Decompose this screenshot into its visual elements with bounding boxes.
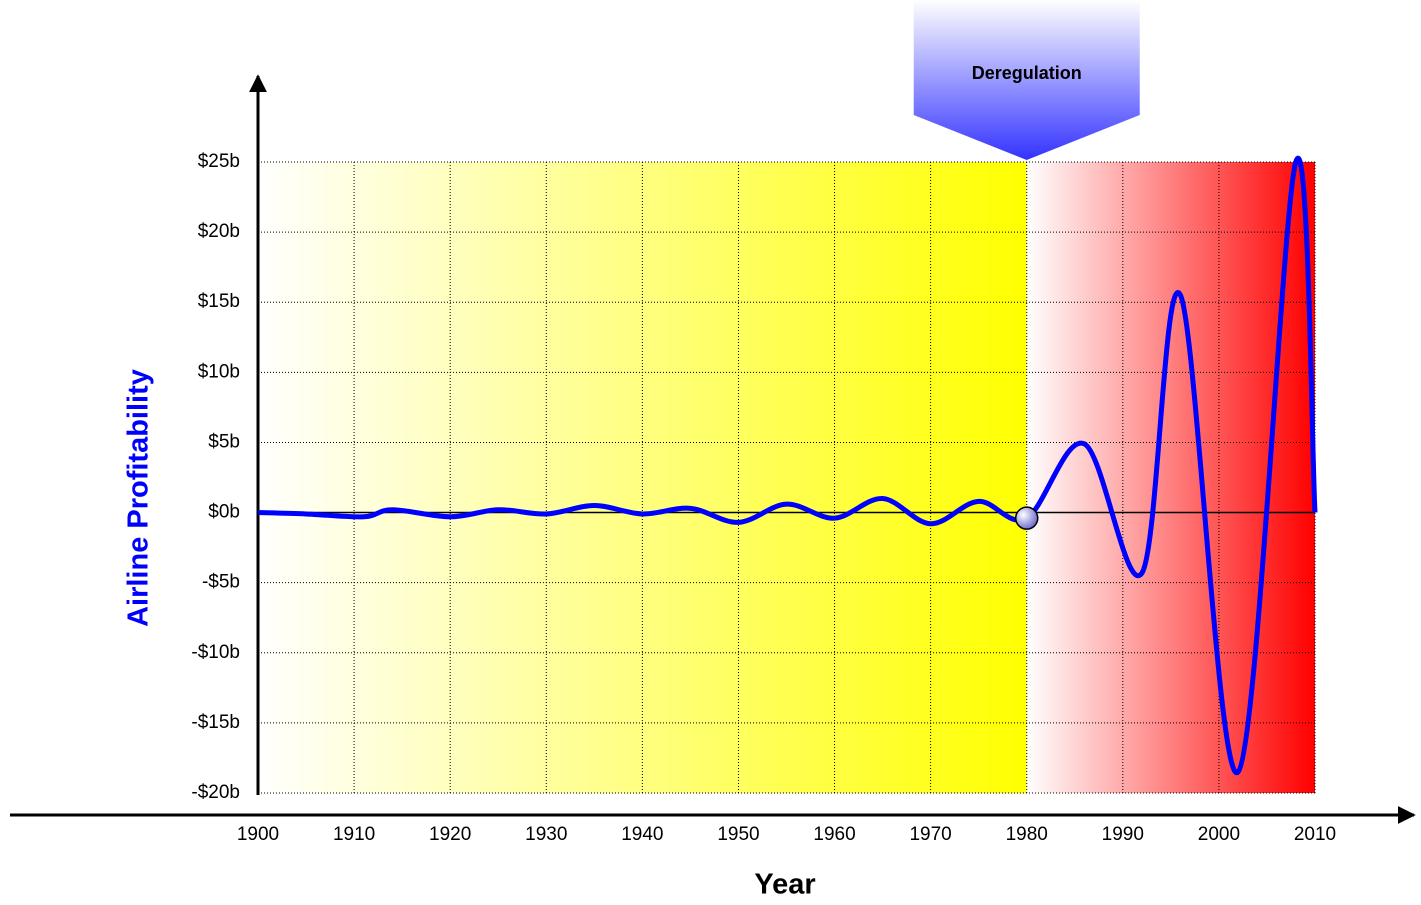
- annotation-arrow: [913, 0, 1140, 160]
- y-tick-label: $0b: [208, 502, 240, 523]
- y-tick-label: -$15b: [191, 712, 240, 733]
- y-tick-label: $20b: [198, 221, 240, 242]
- y-tick-label: -$10b: [191, 642, 240, 663]
- highlight-marker: [1014, 506, 1039, 530]
- annotation: Deregulation: [913, 0, 1140, 160]
- y-tick-label: $15b: [198, 291, 240, 312]
- x-tick-label: 1920: [429, 824, 471, 845]
- x-tick-label: 1940: [621, 824, 663, 845]
- x-tick-label: 1930: [525, 824, 567, 845]
- x-axis-title: Year: [754, 869, 815, 901]
- x-tick-label: 1990: [1102, 824, 1144, 845]
- x-tick-label: 1960: [813, 824, 855, 845]
- line: [257, 155, 1318, 775]
- y-tick-label: -$5b: [202, 572, 240, 593]
- y-tick-label: -$20b: [191, 782, 240, 803]
- post-band: [1026, 162, 1315, 793]
- annotation-label: Deregulation: [972, 63, 1082, 83]
- x-tick-label: 2010: [1294, 824, 1336, 845]
- x-tick-label: 1950: [717, 824, 759, 845]
- x-tick-label: 1910: [333, 824, 375, 845]
- x-tick-label: 1970: [909, 824, 951, 845]
- grid: [258, 161, 1316, 794]
- y-tick-label: $5b: [208, 431, 240, 452]
- x-tick-label: 1980: [1006, 824, 1048, 845]
- x-tick-label: 2000: [1198, 824, 1240, 845]
- y-tick-label: $25b: [198, 151, 240, 172]
- y-tick-label: $10b: [198, 361, 240, 382]
- y-axis-title: Airline Profitability: [123, 369, 155, 627]
- x-tick-label: 1900: [237, 824, 279, 845]
